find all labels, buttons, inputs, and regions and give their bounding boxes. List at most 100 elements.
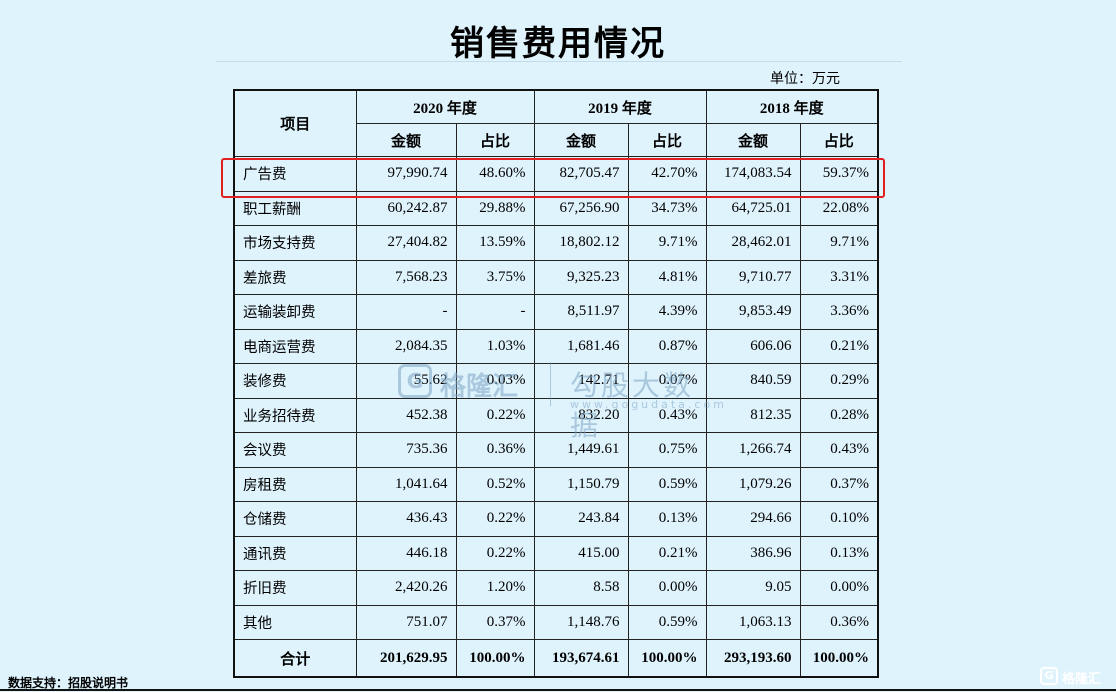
table-row: 房租费 1,041.64 0.52% 1,150.79 0.59% 1,079.26 0.3… (233, 466, 879, 502)
ratio-cell: 48.60% (455, 156, 535, 192)
amount-cell: 174,083.54 (705, 156, 801, 192)
amount-cell: 142.71 (533, 363, 629, 399)
amount-cell: 67,256.90 (533, 190, 629, 226)
header-item: 项目 (233, 89, 357, 157)
page-title: 销售费用情况 (450, 24, 666, 64)
ratio-cell: 0.03% (455, 363, 535, 399)
row-label: 仓储费 (233, 501, 357, 537)
amount-cell: 9,853.49 (705, 294, 801, 330)
corner-logo: G 格隆汇 (1040, 665, 1110, 687)
total-cell: 201,629.95 (355, 639, 457, 678)
amount-cell: 606.06 (705, 328, 801, 364)
table-body: 广告费 97,990.74 48.60% 82,705.47 42.70% 174,083… (233, 156, 879, 640)
amount-cell: 28,462.01 (705, 225, 801, 261)
ratio-cell: 0.52% (455, 466, 535, 502)
ratio-cell: 4.81% (627, 259, 707, 295)
table-row: 运输装卸费 - -8,511.97 4.39% 9,853.49 3.36% (233, 294, 879, 330)
amount-cell: 9,710.77 (705, 259, 801, 295)
header-amount: 金额 (705, 123, 801, 157)
amount-cell: 82,705.47 (533, 156, 629, 192)
table-row: 通讯费 446.18 0.22% 415.00 0.21% 386.96 0.13% (233, 535, 879, 571)
ratio-cell: 3.36% (799, 294, 879, 330)
ratio-cell: 0.59% (627, 604, 707, 640)
table-row: 电商运营费 2,084.35 1.03% 1,681.46 0.87% 606.06 0.2… (233, 328, 879, 364)
row-label: 广告费 (233, 156, 357, 192)
header-year: 2018 年度 (705, 89, 879, 124)
ratio-cell: 0.00% (799, 570, 879, 606)
ratio-cell: - (455, 294, 535, 330)
amount-cell: 1,266.74 (705, 432, 801, 468)
header-amount: 金额 (355, 123, 457, 157)
table-row: 其他 751.07 0.37% 1,148.76 0.59% 1,063.13 0.36% (233, 604, 879, 640)
table-row: 装修费 55.62 0.03% 142.71 0.07% 840.59 0.29% (233, 363, 879, 399)
ratio-cell: 59.37% (799, 156, 879, 192)
ratio-cell: 29.88% (455, 190, 535, 226)
amount-cell: 294.66 (705, 501, 801, 537)
row-label: 业务招待费 (233, 397, 357, 433)
amount-cell: 751.07 (355, 604, 457, 640)
ratio-cell: 1.20% (455, 570, 535, 606)
ratio-cell: 0.43% (627, 397, 707, 433)
amount-cell: 9,325.23 (533, 259, 629, 295)
total-cell: 100.00% (455, 639, 535, 678)
table-row: 折旧费 2,420.26 1.20% 8.58 0.00% 9.05 0.00% (233, 570, 879, 606)
ratio-cell: 0.07% (627, 363, 707, 399)
amount-cell: - (355, 294, 457, 330)
title-divider (216, 61, 902, 62)
amount-cell: 60,242.87 (355, 190, 457, 226)
table-row: 差旅费 7,568.23 3.75% 9,325.23 4.81% 9,710.77 3.3… (233, 259, 879, 295)
amount-cell: 1,150.79 (533, 466, 629, 502)
ratio-cell: 3.31% (799, 259, 879, 295)
ratio-cell: 4.39% (627, 294, 707, 330)
amount-cell: 97,990.74 (355, 156, 457, 192)
ratio-cell: 3.75% (455, 259, 535, 295)
amount-cell: 812.35 (705, 397, 801, 433)
ratio-cell: 0.87% (627, 328, 707, 364)
amount-cell: 2,084.35 (355, 328, 457, 364)
amount-cell: 832.20 (533, 397, 629, 433)
ratio-cell: 22.08% (799, 190, 879, 226)
row-label: 折旧费 (233, 570, 357, 606)
total-cell: 100.00% (627, 639, 707, 678)
amount-cell: 1,148.76 (533, 604, 629, 640)
amount-cell: 2,420.26 (355, 570, 457, 606)
ratio-cell: 0.21% (627, 535, 707, 571)
ratio-cell: 0.13% (799, 535, 879, 571)
amount-cell: 8.58 (533, 570, 629, 606)
table-row: 仓储费 436.43 0.22% 243.84 0.13% 294.66 0.10% (233, 501, 879, 537)
total-cell: 100.00% (799, 639, 879, 678)
row-label: 市场支持费 (233, 225, 357, 261)
ratio-cell: 13.59% (455, 225, 535, 261)
header-amount: 金额 (533, 123, 629, 157)
ratio-cell: 1.03% (455, 328, 535, 364)
amount-cell: 55.62 (355, 363, 457, 399)
corner-logo-icon: G (1040, 667, 1058, 685)
amount-cell: 452.38 (355, 397, 457, 433)
total-cell: 293,193.60 (705, 639, 801, 678)
row-label: 通讯费 (233, 535, 357, 571)
total-label: 合计 (233, 639, 357, 678)
amount-cell: 840.59 (705, 363, 801, 399)
amount-cell: 9.05 (705, 570, 801, 606)
header-year: 2020 年度 (355, 89, 535, 124)
ratio-cell: 0.37% (455, 604, 535, 640)
ratio-cell: 0.21% (799, 328, 879, 364)
header-ratio: 占比 (627, 123, 707, 157)
amount-cell: 243.84 (533, 501, 629, 537)
amount-cell: 415.00 (533, 535, 629, 571)
total-cell: 193,674.61 (533, 639, 629, 678)
row-label: 房租费 (233, 466, 357, 502)
amount-cell: 18,802.12 (533, 225, 629, 261)
ratio-cell: 0.43% (799, 432, 879, 468)
header-ratio: 占比 (799, 123, 879, 157)
header-ratio: 占比 (455, 123, 535, 157)
ratio-cell: 34.73% (627, 190, 707, 226)
header-year: 2019 年度 (533, 89, 707, 124)
table-row-highlighted: 广告费 97,990.74 48.60% 82,705.47 42.70% 174,083… (233, 156, 879, 192)
amount-cell: 436.43 (355, 501, 457, 537)
row-label: 电商运营费 (233, 328, 357, 364)
ratio-cell: 0.22% (455, 397, 535, 433)
amount-cell: 1,079.26 (705, 466, 801, 502)
amount-cell: 27,404.82 (355, 225, 457, 261)
row-label: 其他 (233, 604, 357, 640)
